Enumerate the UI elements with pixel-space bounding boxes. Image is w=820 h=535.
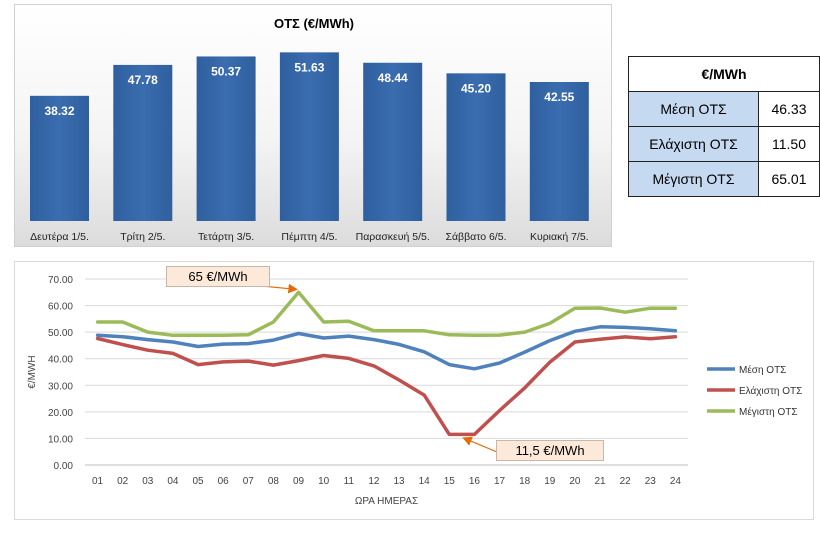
x-tick-label: 03	[142, 476, 154, 487]
y-tick-label: 70.00	[48, 275, 73, 286]
daily-bar-chart: ΟΤΣ (€/MWh) 38.32 Δευτέρα 1/5. 47.78 Τρίτη 2…	[30, 16, 589, 243]
x-tick-label: 22	[620, 476, 632, 487]
y-tick-label: 40.00	[48, 355, 73, 366]
bar-category-label: Δευτέρα 1/5.	[30, 231, 89, 243]
stats-label: Μέση ΟΤΣ	[628, 91, 759, 127]
stats-row-mean: Μέση ΟΤΣ 46.33	[628, 91, 820, 127]
y-tick-label: 10.00	[48, 434, 73, 445]
min-annotation: 11,5 €/MWh	[496, 440, 604, 461]
y-axis-label: €/MWH	[27, 355, 38, 388]
x-tick-label: 16	[469, 476, 481, 487]
bar	[30, 95, 89, 221]
x-tick-label: 13	[394, 476, 406, 487]
x-tick-label: 24	[670, 476, 682, 487]
x-tick-label: 07	[243, 476, 255, 487]
stats-value: 46.33	[758, 91, 820, 127]
x-tick-label: 18	[519, 476, 531, 487]
x-tick-label: 06	[218, 476, 230, 487]
y-tick-label: 20.00	[48, 408, 73, 419]
bar-category-label: Παρασκευή 5/5.	[356, 231, 430, 243]
daily-bar-chart-panel: ΟΤΣ (€/MWh) 38.32 Δευτέρα 1/5. 47.78 Τρίτη 2…	[14, 4, 612, 247]
bar	[446, 73, 506, 221]
bar	[196, 56, 256, 221]
hourly-line-chart-panel: 0.00 10.00 20.00 30.00 40.00 50.00 60.00 70.00 0…	[14, 261, 814, 520]
x-tick-label: 08	[268, 476, 280, 487]
x-tick-label: 10	[318, 476, 330, 487]
legend-entry: Μέση ΟΤΣ	[739, 364, 786, 376]
stats-value: 65.01	[758, 161, 820, 197]
series-line	[95, 290, 678, 338]
x-tick-label: 12	[368, 476, 380, 487]
bar-category-label: Κυριακή 7/5.	[530, 231, 589, 243]
bar-category-label: Τετάρτη 3/5.	[198, 231, 254, 243]
y-tick-label: 50.00	[48, 328, 73, 339]
x-tick-label: 20	[569, 476, 581, 487]
x-tick-label: 21	[595, 476, 607, 487]
x-tick-label: 15	[444, 476, 456, 487]
stats-table-header: €/MWh	[628, 56, 820, 92]
bar-category-label: Σάββατο 6/5.	[446, 231, 507, 243]
x-tick-label: 09	[293, 476, 305, 487]
x-tick-label: 14	[419, 476, 431, 487]
bar	[529, 82, 589, 222]
hourly-line-chart: 0.00 10.00 20.00 30.00 40.00 50.00 60.00 70.00 0…	[27, 275, 802, 507]
series-line	[95, 325, 678, 371]
bar	[363, 62, 423, 221]
bar	[113, 64, 173, 221]
x-tick-label: 19	[544, 476, 556, 487]
stats-value: 11.50	[758, 126, 820, 162]
stats-row-min: Ελάχιστη ΟΤΣ 11.50	[628, 126, 820, 162]
x-axis-label: ΩΡΑ ΗΜΕΡΑΣ	[355, 496, 418, 507]
y-tick-label: 0.00	[54, 461, 74, 472]
bar-value-label: 51.63	[294, 60, 324, 74]
y-tick-label: 60.00	[48, 302, 73, 313]
stats-label: Ελάχιστη ΟΤΣ	[628, 126, 759, 162]
bar	[279, 52, 339, 222]
x-tick-label: 17	[494, 476, 506, 487]
bar-chart-title: ΟΤΣ (€/MWh)	[274, 16, 354, 31]
max-annotation: 65 €/MWh	[166, 266, 270, 287]
x-tick-label: 02	[117, 476, 129, 487]
legend-entry: Ελάχιστη ΟΤΣ	[739, 385, 802, 397]
bar-value-label: 48.44	[378, 71, 408, 85]
legend-entry: Μέγιστη ΟΤΣ	[739, 406, 798, 418]
bar-value-label: 50.37	[211, 64, 241, 78]
x-tick-label: 05	[193, 476, 205, 487]
x-tick-label: 04	[167, 476, 179, 487]
bar-value-label: 45.20	[461, 81, 491, 95]
x-tick-label: 01	[92, 476, 104, 487]
stats-table: €/MWh Μέση ΟΤΣ 46.33 Ελάχιστη ΟΤΣ 11.50 …	[628, 56, 820, 197]
x-tick-label: 23	[645, 476, 657, 487]
bar-value-label: 38.32	[44, 104, 74, 118]
stats-row-max: Μέγιστη ΟΤΣ 65.01	[628, 161, 820, 197]
bar-category-label: Πέμπτη 4/5.	[281, 231, 337, 243]
series-line	[95, 334, 678, 437]
y-tick-label: 30.00	[48, 381, 73, 392]
annotation-arrow	[462, 436, 498, 453]
stats-label: Μέγιστη ΟΤΣ	[628, 161, 759, 197]
x-tick-label: 11	[344, 476, 355, 487]
bar-category-label: Τρίτη 2/5.	[120, 231, 165, 243]
bar-value-label: 47.78	[128, 73, 158, 87]
bar-value-label: 42.55	[544, 90, 574, 104]
